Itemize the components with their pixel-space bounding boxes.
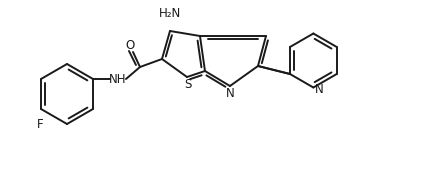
Text: O: O xyxy=(125,39,135,52)
Text: NH: NH xyxy=(109,73,127,86)
Text: N: N xyxy=(226,87,234,100)
Text: F: F xyxy=(37,118,43,131)
Text: S: S xyxy=(184,78,192,91)
Text: N: N xyxy=(315,83,324,96)
Text: H₂N: H₂N xyxy=(159,7,181,20)
